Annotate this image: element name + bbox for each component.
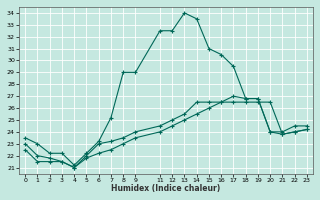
X-axis label: Humidex (Indice chaleur): Humidex (Indice chaleur) xyxy=(111,184,221,193)
